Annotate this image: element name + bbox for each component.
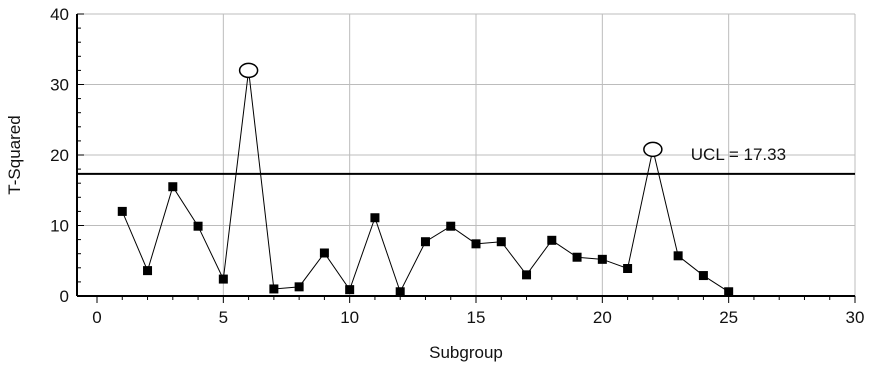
data-point-marker [673,251,683,261]
flagged-point-marker [238,62,259,79]
x-tick-label: 30 [846,308,865,327]
y-tick-label: 0 [60,287,69,306]
ucl-label: UCL = 17.33 [691,145,786,164]
grid-lines [77,13,856,296]
y-tick-label: 30 [50,76,69,95]
data-point-marker [471,239,481,249]
data-point-marker [269,284,279,294]
data-point-marker [420,237,430,247]
series-line [121,70,729,294]
data-point-marker [623,264,633,274]
data-point-marker [319,248,329,258]
data-point-marker [572,252,582,262]
data-point-marker [522,270,532,280]
x-tick-label: 25 [719,308,738,327]
data-point-marker [193,221,203,231]
data-point-marker [218,274,228,284]
data-point-marker [496,237,506,247]
y-tick-label: 10 [50,217,69,236]
data-point-marker [117,206,127,216]
y-axis-title: T-Squared [5,115,24,194]
data-point-marker [724,287,734,297]
x-tick-label: 20 [593,308,612,327]
x-axis-title: Subgroup [429,343,503,362]
data-point-marker [446,221,456,231]
flagged-point-marker [643,141,663,158]
x-tick-label: 5 [219,308,228,327]
data-point-marker [597,254,607,264]
x-tick-label: 10 [340,308,359,327]
axes: 0 10 20 30 40 0 5 10 15 20 25 30 [50,5,864,327]
data-point-marker [345,285,355,295]
data-point-marker [547,235,557,245]
data-point-marker [294,282,304,292]
data-point-marker [698,271,708,281]
data-point-marker [168,182,178,192]
data-point-marker [370,213,380,223]
data-point-marker [395,287,405,297]
data-point-marker [143,266,153,276]
y-tick-label: 40 [50,5,69,24]
x-tick-label: 0 [92,308,101,327]
data-series [117,62,734,297]
ucl-line-group: UCL = 17.33 [77,145,855,175]
y-tick-label: 20 [50,146,69,165]
x-tick-label: 15 [467,308,486,327]
